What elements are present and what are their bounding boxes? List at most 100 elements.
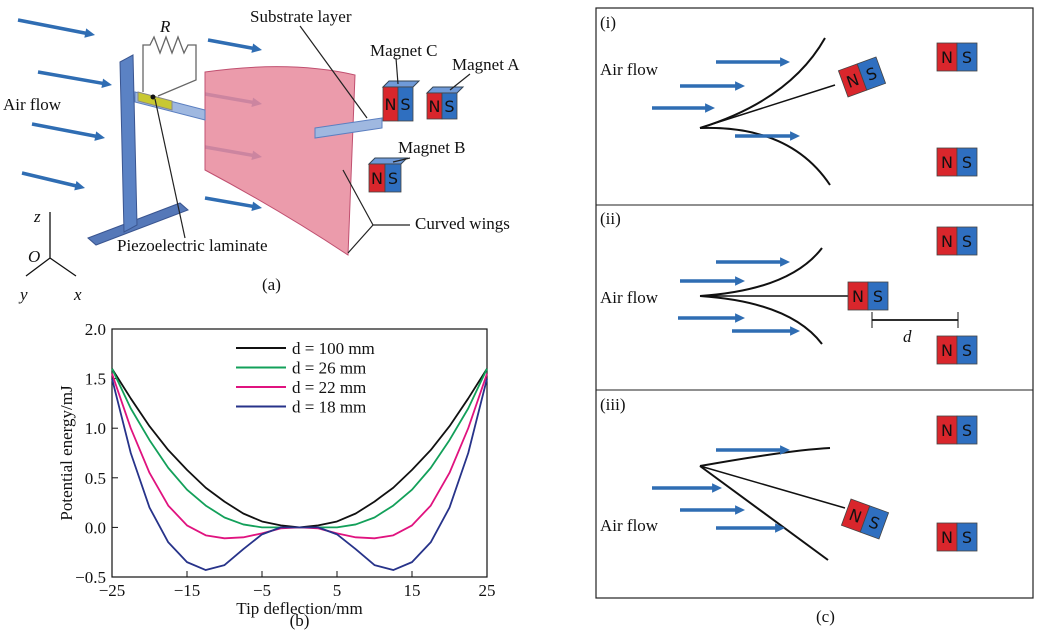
- arrow-head: [735, 81, 745, 91]
- air-flow-label: Air flow: [3, 95, 62, 114]
- axis-label: y: [18, 285, 28, 304]
- magnet-top: [369, 158, 407, 164]
- panel-label: (c): [816, 607, 835, 626]
- resistor: [143, 37, 196, 96]
- wing-edge: [700, 38, 825, 128]
- magnet-c-label: Magnet C: [370, 41, 438, 60]
- x-tick-label: 5: [333, 581, 342, 600]
- magnet-pole: N: [941, 153, 953, 172]
- beam: [700, 466, 845, 508]
- magnet-pole: S: [962, 48, 972, 67]
- y-tick-label: 0.0: [85, 518, 106, 537]
- axis-label: x: [73, 285, 82, 304]
- legend-label: d = 26 mm: [292, 359, 366, 378]
- magnet-top: [383, 81, 419, 87]
- flow-arrow: [208, 40, 256, 49]
- arrow-head: [74, 181, 85, 190]
- arrow-head: [712, 483, 722, 493]
- arrow-head: [790, 326, 800, 336]
- magnet-pole: S: [962, 528, 972, 547]
- panel-label: (b): [290, 611, 310, 630]
- magnet-pole: S: [962, 341, 972, 360]
- x-tick-label: −15: [174, 581, 201, 600]
- magnet-pole: S: [400, 95, 410, 114]
- resistor-label: R: [159, 17, 171, 36]
- magnet-pole: S: [962, 232, 972, 251]
- magnet: NS: [937, 416, 977, 444]
- y-tick-label: 1.0: [85, 419, 106, 438]
- magnet-pole: S: [962, 421, 972, 440]
- wings-label: Curved wings: [415, 214, 510, 233]
- arrow-head: [790, 131, 800, 141]
- arrow-head: [251, 202, 262, 211]
- panel-c: (i) (ii) (iii) Air flow Air flow Air flo…: [596, 8, 1033, 626]
- axis-label: O: [28, 247, 40, 266]
- magnet-pole: N: [385, 95, 397, 114]
- magnet-a-label: Magnet A: [452, 55, 520, 74]
- magnet-pole: N: [941, 48, 953, 67]
- magnet-top: [427, 87, 463, 93]
- panel-label: (a): [262, 275, 281, 294]
- arrow-head: [251, 43, 262, 52]
- y-tick-label: −0.5: [75, 568, 106, 587]
- y-axis-label: Potential energy/mJ: [57, 385, 76, 521]
- arrow-head: [94, 131, 105, 140]
- air-flow-label: Air flow: [600, 60, 659, 79]
- gap-label: d: [903, 327, 912, 346]
- page: R Substrate layer Magnet C Magnet A Magn…: [0, 0, 1040, 633]
- leader-line: [396, 58, 398, 84]
- arrow-head: [735, 505, 745, 515]
- magnet-b-label: Magnet B: [398, 138, 466, 157]
- flow-arrow: [18, 20, 89, 34]
- arrow-head: [780, 57, 790, 67]
- magnet-pole: N: [941, 528, 953, 547]
- magnet-pole: S: [444, 97, 454, 116]
- flow-arrow: [205, 198, 256, 207]
- electrode: [151, 95, 156, 100]
- arrow-head: [84, 28, 95, 37]
- panel-a: R Substrate layer Magnet C Magnet A Magn…: [3, 7, 520, 304]
- wing-edge: [700, 466, 828, 560]
- legend-label: d = 22 mm: [292, 378, 366, 397]
- magnet-pole: S: [873, 287, 883, 306]
- figure: R Substrate layer Magnet C Magnet A Magn…: [0, 0, 1040, 633]
- magnet-pole: S: [388, 169, 398, 188]
- flow-arrow: [32, 124, 99, 137]
- wing: [205, 67, 355, 255]
- state-label: (i): [600, 13, 616, 32]
- arrow-head: [705, 103, 715, 113]
- magnet-pole: N: [852, 287, 864, 306]
- leader-line: [348, 225, 373, 253]
- pillar: [120, 55, 137, 232]
- magnet-pole: N: [429, 97, 441, 116]
- magnet-pole: N: [941, 341, 953, 360]
- arrow-head: [101, 79, 112, 88]
- flow-arrow: [38, 72, 106, 84]
- magnet: NS: [937, 227, 977, 255]
- arrow-head: [735, 313, 745, 323]
- state-label: (ii): [600, 209, 621, 228]
- magnet: NS: [937, 336, 977, 364]
- y-tick-label: 1.5: [85, 370, 106, 389]
- magnet-pole: N: [941, 232, 953, 251]
- panel-b: −25−15−551525−0.50.00.51.01.52.0Tip defl…: [57, 320, 496, 630]
- x-tick-label: −5: [253, 581, 271, 600]
- magnet-pole: N: [941, 421, 953, 440]
- flow-arrow: [22, 173, 79, 187]
- axis-label: z: [33, 207, 41, 226]
- x-tick-label: 15: [404, 581, 421, 600]
- magnet-pole: S: [962, 153, 972, 172]
- y-tick-label: 2.0: [85, 320, 106, 339]
- y-tick-label: 0.5: [85, 469, 106, 488]
- legend-label: d = 18 mm: [292, 398, 366, 417]
- magnet: NS: [369, 158, 407, 192]
- arrow-head: [735, 276, 745, 286]
- air-flow-label: Air flow: [600, 288, 659, 307]
- legend-label: d = 100 mm: [292, 339, 375, 358]
- x-tick-label: 25: [479, 581, 496, 600]
